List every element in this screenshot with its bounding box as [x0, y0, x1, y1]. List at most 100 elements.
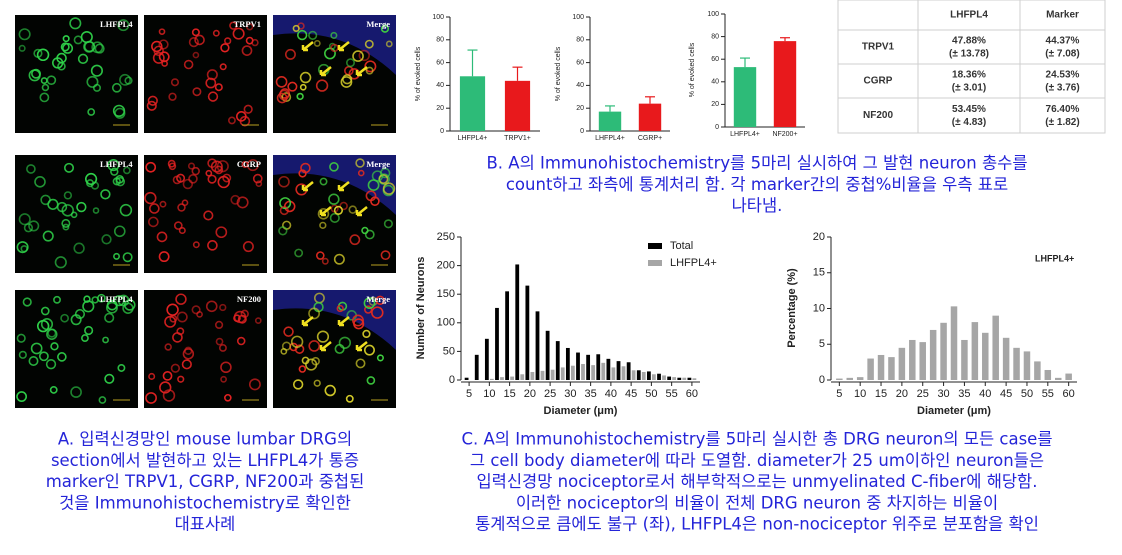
bar [682, 377, 687, 380]
x-tick-label: NF200+ [772, 131, 797, 138]
cell [94, 43, 105, 54]
cell [355, 358, 366, 369]
cell [364, 39, 374, 49]
cell [223, 393, 232, 402]
x-tick-label: 30 [937, 388, 949, 400]
y-tick-label: 200 [437, 260, 455, 272]
x-tick-label: 5 [466, 388, 472, 400]
bar [565, 347, 570, 380]
cell [159, 381, 172, 394]
cell [278, 226, 288, 236]
arrow [337, 316, 350, 327]
cell [105, 301, 118, 314]
cell [349, 234, 361, 246]
cell [147, 95, 158, 106]
cell [308, 307, 320, 320]
bar [484, 338, 489, 380]
cell [205, 169, 213, 177]
bar [550, 369, 555, 380]
x-tick-label: 10 [483, 388, 495, 400]
cell [255, 180, 263, 188]
cell [41, 83, 50, 92]
cell [366, 376, 376, 385]
cell-sd: (± 7.08) [1045, 49, 1079, 60]
cell [281, 341, 292, 351]
x-tick-label: 25 [917, 388, 929, 400]
arrow [337, 181, 350, 192]
cell [333, 205, 344, 215]
table: LHFPL4 Marker TRPV1 47.88% (± 13.78) 44.37% (±… [837, 0, 1106, 134]
cell [240, 309, 249, 318]
chart: 0 20 40 60 80 100 % of evoked cells LHFPL4+ TRPV… [415, 14, 540, 142]
y-tick-label: 100 [437, 317, 455, 329]
cell [152, 52, 165, 64]
micrograph: Merge [273, 290, 396, 408]
cell [378, 174, 389, 184]
bar [971, 322, 979, 380]
cell [158, 28, 166, 35]
cell [364, 60, 377, 73]
x-tick-label: 35 [958, 388, 970, 400]
bar [667, 376, 672, 380]
x-tick-label: LHFPL4+ [730, 131, 760, 138]
y-tick-label: 40 [711, 79, 719, 86]
cell [313, 39, 321, 47]
row-label: TRPV1 [862, 42, 895, 53]
cell [299, 83, 307, 91]
bar [687, 377, 692, 380]
cell [292, 379, 304, 390]
y-tick-label: 80 [711, 33, 719, 40]
cell [162, 371, 173, 381]
cell [124, 76, 133, 85]
arrow [301, 181, 314, 192]
cell [205, 77, 217, 89]
cell [16, 241, 29, 254]
cell [145, 392, 157, 404]
bar [464, 377, 469, 380]
y-tick-label: 100 [707, 11, 719, 18]
cell [170, 78, 180, 87]
cell [40, 306, 50, 316]
cell [146, 100, 157, 111]
cell [98, 396, 107, 404]
cell [110, 167, 119, 176]
bar [773, 41, 797, 128]
x-tick-label: 50 [645, 388, 657, 400]
bar [504, 80, 531, 131]
cell [36, 319, 50, 333]
y-tick-label: 80 [576, 37, 584, 44]
bar [581, 363, 585, 380]
cell [187, 162, 196, 170]
x-tick-label: 45 [625, 388, 637, 400]
cell [382, 182, 396, 195]
cell [104, 312, 115, 323]
cell [194, 34, 205, 46]
cell [70, 211, 78, 219]
y-tick-label: 10 [813, 302, 825, 314]
cell [296, 92, 304, 101]
cell [218, 343, 227, 352]
caption-line: C. A의 Immunohistochemistry를 5마리 실시한 총 DR… [461, 430, 1052, 449]
cell [158, 39, 169, 50]
cell [63, 162, 75, 173]
x-tick-label: 15 [875, 388, 887, 400]
bar [525, 285, 530, 380]
caption-line: section에서 발현하고 있는 LHFPL4가 통증 [51, 451, 359, 470]
bar [646, 371, 651, 380]
y-tick-label: 0 [580, 128, 584, 135]
chart: 0 20 40 60 80 100 % of evoked cells LHFPL4+ CGRP… [555, 14, 670, 142]
caption-line: 것을 Immunohistochemistry로 확인한 [59, 493, 351, 512]
caption-line: 이러한 nociceptor의 비율이 전체 DRG neuron 중 차지하는… [516, 493, 998, 512]
micrograph: Merge [273, 15, 396, 133]
table-bg [837, 0, 1106, 134]
cell [175, 293, 187, 305]
cell [117, 294, 130, 307]
micrograph-bg [15, 290, 138, 408]
micrograph-bg [144, 290, 267, 408]
cell [123, 166, 131, 175]
bar [611, 367, 616, 380]
cell [298, 365, 307, 373]
y-tick-label: 100 [572, 14, 584, 21]
bar [621, 366, 626, 380]
